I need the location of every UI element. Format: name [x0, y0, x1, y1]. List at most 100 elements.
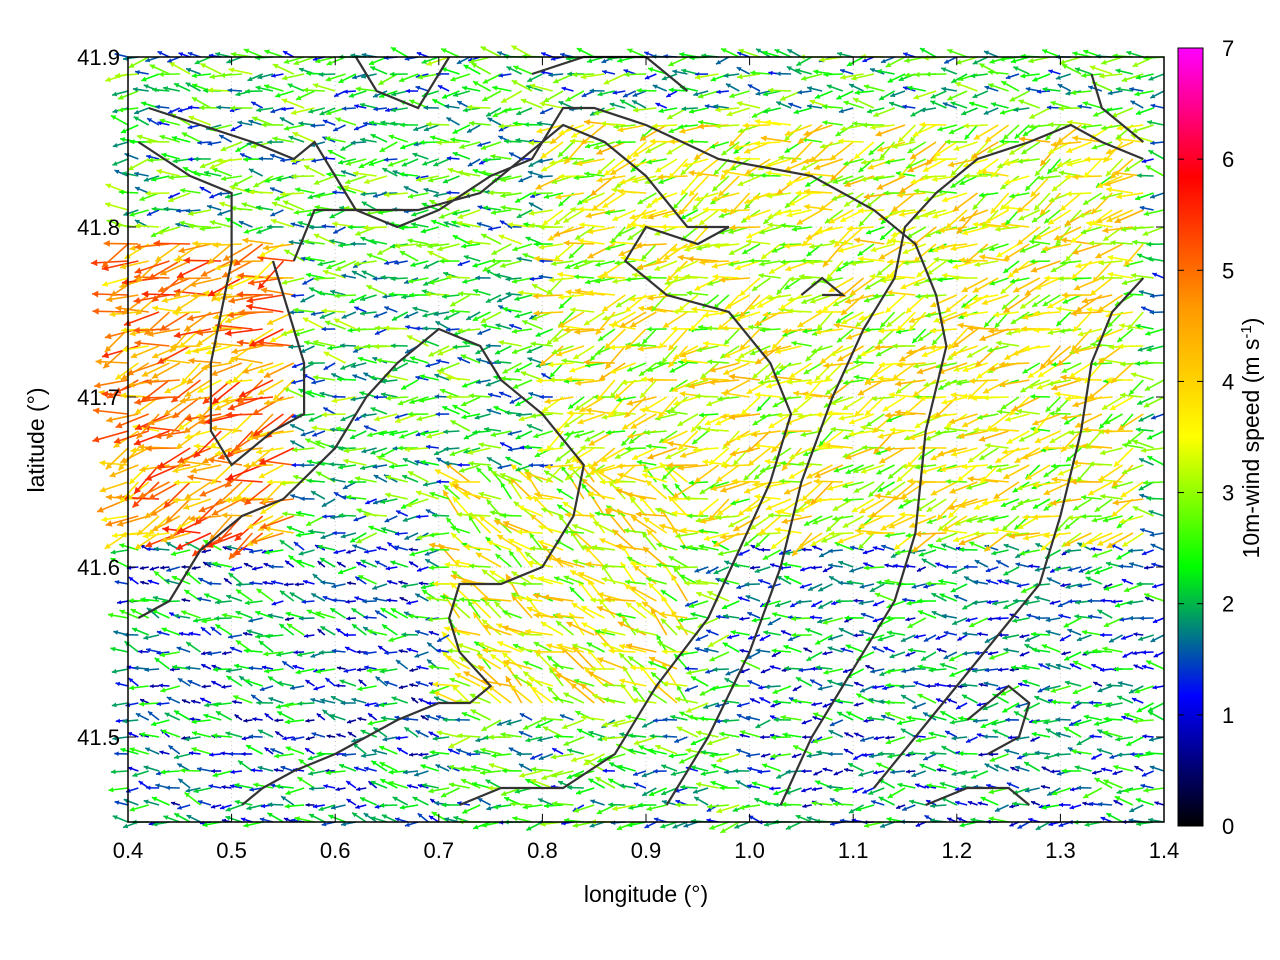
wind-vector-head — [554, 612, 561, 619]
wind-vector-head — [602, 682, 608, 688]
wind-vector-head — [637, 802, 643, 808]
wind-vector-head — [320, 626, 326, 631]
wind-vector-head — [330, 713, 336, 719]
wind-vector-head — [602, 768, 607, 774]
wind-vector-head — [791, 615, 797, 622]
wind-vector-head — [484, 600, 491, 607]
wind-vector-head — [535, 723, 541, 729]
wind-vector-head — [833, 787, 839, 793]
wind-vector-head — [434, 696, 440, 701]
wind-vector-head — [860, 688, 866, 693]
wind-vector-head — [595, 777, 602, 783]
wind-vector-head — [158, 683, 163, 688]
wind-vector-head — [601, 628, 608, 634]
wind-vector-head — [357, 716, 362, 722]
wind-vector-head — [351, 738, 357, 743]
wind-vector-head — [653, 817, 659, 822]
wind-vector-head — [552, 663, 559, 669]
wind-vector-head — [835, 698, 841, 704]
wind-vector-head — [550, 754, 557, 760]
wind-vector-head — [435, 764, 441, 769]
wind-vector-head — [712, 667, 718, 672]
wind-vector-head — [686, 669, 692, 676]
wind-vector-head — [710, 685, 716, 692]
wind-vector-head — [129, 806, 136, 812]
wind-vector-head — [166, 696, 172, 702]
wind-vector-head — [178, 631, 184, 637]
wind-vector-head — [518, 646, 525, 653]
wind-vector-head — [802, 803, 807, 809]
wind-vector-head — [120, 747, 126, 753]
wind-vector-head — [215, 711, 222, 716]
wind-vector-head — [421, 783, 427, 788]
wind-vector-head — [1064, 680, 1070, 686]
wind-vector-head — [949, 719, 955, 725]
wind-vector-head — [448, 782, 455, 788]
wind-vector-head — [222, 651, 227, 656]
wind-vector-head — [956, 704, 961, 709]
wind-vector-head — [444, 817, 450, 822]
wind-vector-head — [448, 764, 455, 771]
wind-vector-head — [1021, 664, 1027, 670]
wind-vector-head — [626, 602, 633, 609]
wind-vector-head — [368, 713, 373, 718]
wind-vector-head — [715, 703, 720, 708]
wind-vector-head — [428, 731, 434, 736]
wind-vector-head — [1045, 728, 1052, 734]
wind-vector-head — [822, 651, 827, 656]
wind-vector-head — [854, 702, 859, 707]
wind-vector-head — [812, 715, 817, 721]
wind-vector-head — [881, 714, 886, 720]
wind-vector-head — [984, 763, 990, 768]
wind-vector-head — [722, 718, 728, 724]
wind-vector-head — [792, 686, 798, 691]
wind-vector-head — [396, 660, 401, 665]
wind-vector-head — [727, 634, 732, 640]
wind-vector-head — [371, 760, 377, 766]
wind-vector-head — [572, 643, 578, 649]
wind-vector-head — [552, 800, 558, 807]
wind-vector-head — [972, 668, 977, 674]
wind-vector-head — [961, 694, 968, 700]
wind-vector-head — [1154, 801, 1159, 806]
wind-vector-head — [662, 680, 669, 687]
wind-vector-head — [411, 697, 416, 702]
wind-vector-head — [1100, 667, 1105, 673]
wind-vector-head — [161, 729, 167, 735]
wind-vector-head — [1092, 648, 1098, 654]
wind-vector-head — [551, 772, 557, 778]
wind-vector-head — [1091, 664, 1096, 669]
wind-vector-head — [1129, 807, 1135, 813]
wind-vector-head — [156, 701, 162, 707]
wind-vector-head — [208, 784, 214, 789]
wind-vector-head — [908, 750, 914, 756]
wind-vector-head — [627, 822, 633, 828]
wind-vector-head — [504, 797, 510, 802]
wind-vector-head — [730, 629, 736, 635]
wind-vector-head — [608, 647, 615, 654]
wind-vector-head — [690, 765, 696, 771]
wind-vector-head — [764, 821, 769, 827]
wind-vector-head — [1051, 790, 1058, 796]
wind-vector-head — [770, 703, 776, 708]
wind-vector-head — [523, 671, 530, 677]
wind-vector-head — [1145, 750, 1151, 756]
wind-vector-head — [989, 654, 995, 660]
wind-vector-head — [770, 755, 776, 760]
wind-vector-head — [907, 647, 913, 653]
wind-vector-head — [644, 823, 650, 829]
wind-vector-head — [164, 712, 170, 718]
wind-vector-head — [176, 646, 182, 652]
wind-vector-head — [261, 665, 267, 670]
wind-vector-head — [1044, 686, 1050, 692]
wind-vector-head — [962, 651, 968, 656]
wind-vector-head — [468, 600, 474, 607]
wind-vector-head — [590, 799, 596, 804]
wind-vector-head — [395, 817, 400, 822]
wind-vector-head — [573, 807, 580, 813]
wind-vector-head — [1117, 695, 1123, 701]
wind-vector-head — [962, 631, 968, 637]
wind-vector-head — [211, 768, 215, 774]
wind-vector-head — [906, 715, 912, 721]
